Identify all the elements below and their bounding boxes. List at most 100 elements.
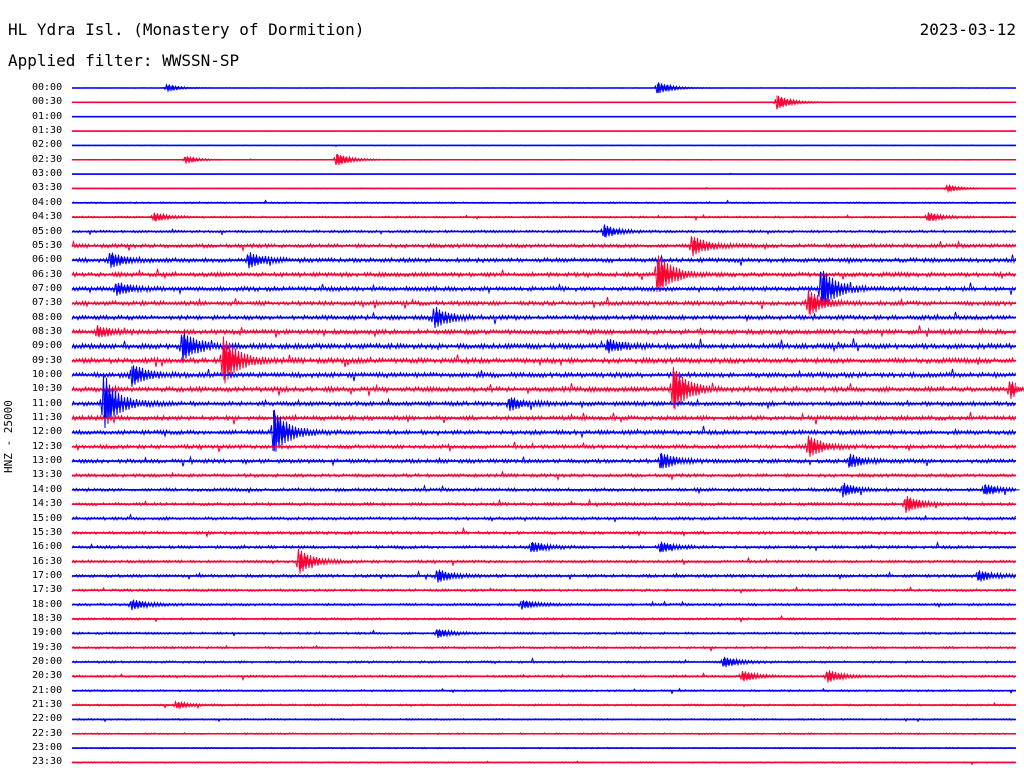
seismic-event xyxy=(175,701,211,709)
hour-label: 12:00 xyxy=(32,426,63,438)
seismic-event xyxy=(776,95,813,108)
seismic-event xyxy=(153,213,189,221)
station-title: HL Ydra Isl. (Monastery of Dormition) xyxy=(8,20,365,39)
hour-label: 23:00 xyxy=(32,742,63,754)
hour-label: 08:00 xyxy=(32,311,63,323)
seismic-event xyxy=(521,600,558,608)
hour-label: 08:30 xyxy=(32,325,63,337)
seismic-event xyxy=(842,485,879,494)
seismic-event xyxy=(820,272,857,304)
seismic-event xyxy=(905,498,942,510)
seismic-event xyxy=(530,542,567,551)
seismic-event xyxy=(807,293,844,314)
hour-label: 09:30 xyxy=(32,354,63,366)
hour-label: 10:00 xyxy=(32,369,63,380)
seismic-event xyxy=(741,672,778,681)
seismic-event xyxy=(433,311,470,326)
hour-label: 14:30 xyxy=(32,498,63,510)
seismic-event xyxy=(222,343,259,380)
hour-label: 00:30 xyxy=(32,96,63,108)
seismic-event xyxy=(181,334,218,359)
hour-label: 03:30 xyxy=(32,182,63,194)
hour-label: 17:30 xyxy=(32,584,63,596)
seismic-event xyxy=(691,237,728,253)
seismic-event xyxy=(672,371,709,409)
hour-label: 19:00 xyxy=(32,627,63,639)
seismic-event xyxy=(848,457,885,467)
seismic-event xyxy=(977,571,1014,580)
seismic-event xyxy=(656,83,693,93)
hour-label: 20:00 xyxy=(32,656,63,667)
hour-label: 21:30 xyxy=(32,699,63,711)
hour-label: 11:30 xyxy=(32,412,63,424)
hour-label: 09:00 xyxy=(32,340,63,352)
hour-label: 03:00 xyxy=(32,168,63,180)
trace-row xyxy=(71,376,1016,429)
seismic-event xyxy=(247,254,284,266)
hour-label: 20:30 xyxy=(32,670,63,682)
hour-label: 16:30 xyxy=(32,555,63,567)
seismic-event xyxy=(722,658,759,666)
seismic-event xyxy=(606,341,643,351)
seismic-event xyxy=(659,453,696,468)
seismic-event xyxy=(436,629,473,637)
hour-label: 15:00 xyxy=(32,512,63,524)
hour-label: 04:30 xyxy=(32,211,63,223)
seismic-event xyxy=(165,84,202,92)
hour-label: 04:00 xyxy=(32,196,63,208)
seismic-event xyxy=(109,253,146,265)
seismic-event xyxy=(272,410,309,452)
hour-label: 05:00 xyxy=(32,225,63,237)
hour-label: 21:00 xyxy=(32,684,63,696)
hour-label: 18:30 xyxy=(32,612,63,624)
seismic-event xyxy=(508,398,545,408)
seismic-event xyxy=(603,226,640,237)
hour-label: 14:00 xyxy=(32,483,63,495)
seismic-event xyxy=(927,213,964,222)
hour-label: 13:00 xyxy=(32,455,63,467)
hour-label: 19:30 xyxy=(32,641,63,653)
seismic-event xyxy=(1009,381,1024,395)
seismic-event xyxy=(96,327,133,336)
hour-label: 18:00 xyxy=(32,598,63,610)
hour-label: 07:30 xyxy=(32,297,63,309)
hour-label: 02:00 xyxy=(32,139,63,151)
hour-label: 22:30 xyxy=(32,727,63,739)
hour-label: 15:30 xyxy=(32,526,63,538)
seismic-event xyxy=(436,571,473,581)
seismic-event xyxy=(335,154,372,164)
time-axis-labels: 00:00 00:30 01:00 01:30 02:00 02:30 03:00 03:30… xyxy=(0,0,70,780)
seismic-event xyxy=(946,185,982,193)
hour-label: 22:00 xyxy=(32,713,63,725)
seismic-event xyxy=(659,543,696,552)
seismic-event xyxy=(298,553,334,570)
seismic-event xyxy=(184,156,221,163)
hour-label: 17:00 xyxy=(32,569,63,581)
trace-row xyxy=(71,409,1016,452)
date-label: 2023-03-12 xyxy=(919,20,1016,39)
seismic-event xyxy=(131,601,168,608)
hour-label: 01:00 xyxy=(32,110,63,122)
hour-label: 00:00 xyxy=(32,82,63,93)
hour-label: 10:30 xyxy=(32,383,63,395)
filter-label: Applied filter: WWSSN-SP xyxy=(8,51,240,70)
hour-label: 16:00 xyxy=(32,541,63,553)
hour-label: 12:30 xyxy=(32,440,63,452)
seismic-event xyxy=(656,259,693,287)
hour-label: 05:30 xyxy=(32,239,63,251)
hour-label: 07:00 xyxy=(32,282,63,294)
hour-label: 23:30 xyxy=(32,756,63,768)
hour-label: 06:30 xyxy=(32,268,63,280)
hour-label: 02:30 xyxy=(32,153,63,165)
seismic-event xyxy=(826,672,863,681)
hour-label: 11:00 xyxy=(32,397,63,409)
seismic-event xyxy=(807,439,844,453)
seismic-event xyxy=(115,283,152,295)
hour-label: 01:30 xyxy=(32,125,63,137)
seismic-event xyxy=(984,485,1020,494)
trace-row xyxy=(71,365,1016,387)
hour-label: 13:30 xyxy=(32,469,63,481)
hour-label: 06:00 xyxy=(32,254,63,266)
seismic-event xyxy=(103,383,139,419)
